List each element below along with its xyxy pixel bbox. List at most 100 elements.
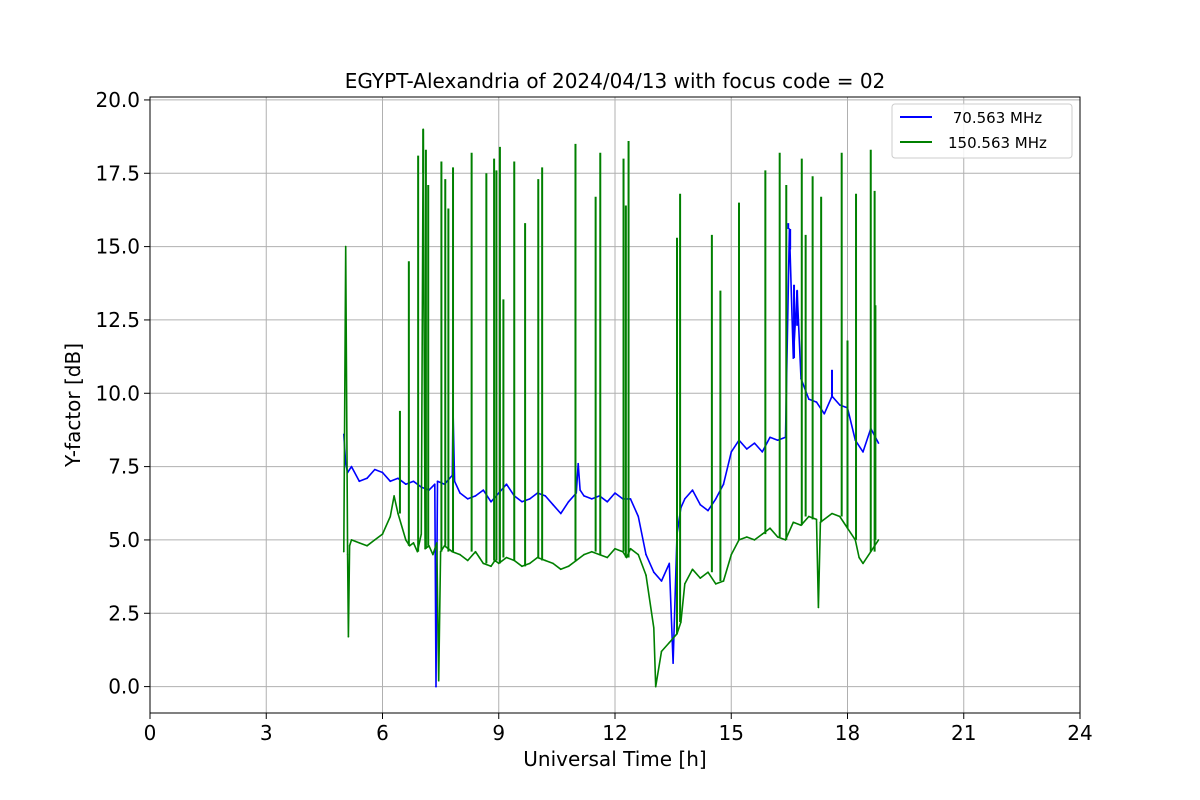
- data-point: [699, 577, 702, 579]
- y-axis-title: Y-factor [dB]: [61, 343, 85, 468]
- data-point: [366, 477, 368, 480]
- data-point: [590, 498, 593, 500]
- data-point: [552, 562, 554, 565]
- y-axis: 0.0 2.5 5.0 7.5 10.0 12.5 15.0 17.5 20.0: [95, 88, 150, 699]
- x-axis: 0 3 6 9 12 15 18 21 24: [144, 713, 1093, 745]
- data-point: [459, 492, 461, 494]
- data-point: [792, 521, 795, 524]
- data-point: [373, 468, 376, 471]
- data-point: [629, 498, 632, 500]
- legend: 70.563 MHz 150.563 MHz: [891, 103, 1073, 159]
- data-point: [645, 574, 647, 576]
- data-point: [761, 451, 764, 453]
- y-tick-label: 17.5: [95, 161, 140, 185]
- data-point: [730, 451, 733, 453]
- data-point: [815, 401, 818, 403]
- data-point: [769, 527, 771, 529]
- data-point: [478, 556, 481, 559]
- data-point: [714, 583, 717, 585]
- data-point: [769, 436, 771, 439]
- data-point: [397, 477, 399, 480]
- data-point: [544, 559, 547, 562]
- data-point: [606, 556, 609, 559]
- data-point: [521, 501, 523, 503]
- data-point: [823, 413, 826, 415]
- data-point: [753, 442, 756, 444]
- data-point: [347, 635, 350, 638]
- x-tick-label: 3: [260, 721, 273, 745]
- y-tick-label: 10.0: [95, 381, 140, 405]
- data-point: [654, 685, 657, 688]
- x-tick-label: 9: [492, 721, 505, 745]
- data-point: [668, 562, 671, 565]
- data-point: [583, 495, 585, 497]
- data-point: [552, 503, 554, 506]
- data-point: [776, 536, 779, 538]
- data-point: [404, 483, 407, 486]
- data-point: [474, 550, 477, 553]
- data-point: [637, 515, 640, 518]
- data-point: [807, 398, 810, 400]
- y-tick-label: 5.0: [108, 528, 140, 552]
- data-point: [714, 498, 717, 500]
- data-point: [437, 679, 440, 682]
- series-layer: [342, 128, 880, 688]
- data-point: [559, 568, 562, 571]
- data-point: [668, 641, 671, 644]
- data-point: [707, 509, 709, 512]
- data-point: [559, 512, 562, 515]
- data-point: [722, 580, 725, 582]
- data-point: [838, 515, 841, 518]
- data-point: [683, 583, 686, 585]
- data-point: [683, 498, 686, 500]
- data-point: [730, 553, 733, 556]
- data-point: [412, 542, 415, 544]
- data-point: [614, 492, 616, 494]
- data-point: [862, 562, 864, 565]
- data-point: [466, 498, 469, 500]
- x-axis-title: Universal Time [h]: [523, 747, 706, 771]
- data-point: [583, 553, 585, 556]
- x-tick-label: 0: [144, 721, 157, 745]
- data-point: [722, 483, 725, 486]
- data-point: [753, 539, 756, 541]
- data-point: [660, 650, 663, 653]
- series-150-563-mhz: [342, 128, 880, 688]
- chart-title: EGYPT-Alexandria of 2024/04/13 with focu…: [345, 69, 886, 93]
- data-point: [877, 539, 880, 541]
- data-point: [761, 533, 764, 535]
- data-point: [404, 539, 407, 541]
- data-point: [389, 515, 392, 518]
- data-point: [652, 571, 655, 573]
- data-point: [567, 565, 570, 568]
- y-tick-label: 2.5: [108, 601, 140, 625]
- data-point: [645, 553, 647, 556]
- data-point: [567, 501, 570, 503]
- data-point: [528, 498, 531, 500]
- data-point: [381, 533, 384, 535]
- y-tick-label: 15.0: [95, 235, 140, 259]
- data-point: [831, 512, 833, 515]
- data-point: [358, 480, 361, 483]
- data-point: [350, 465, 353, 468]
- data-point: [346, 553, 349, 556]
- data-point: [745, 448, 748, 450]
- data-point: [389, 480, 392, 483]
- data-point: [699, 503, 702, 506]
- data-point: [348, 545, 351, 547]
- data-point: [366, 545, 368, 547]
- data-point: [862, 451, 864, 453]
- data-point: [358, 542, 361, 544]
- data-point: [577, 462, 579, 465]
- data-point: [528, 562, 531, 565]
- data-point: [776, 439, 779, 442]
- data-point: [344, 462, 347, 465]
- data-point: [637, 553, 640, 556]
- data-point: [350, 539, 353, 541]
- x-tick-label: 21: [951, 721, 976, 745]
- data-point: [877, 442, 880, 444]
- data-point: [838, 404, 841, 406]
- data-point: [490, 565, 492, 568]
- data-point: [434, 483, 436, 486]
